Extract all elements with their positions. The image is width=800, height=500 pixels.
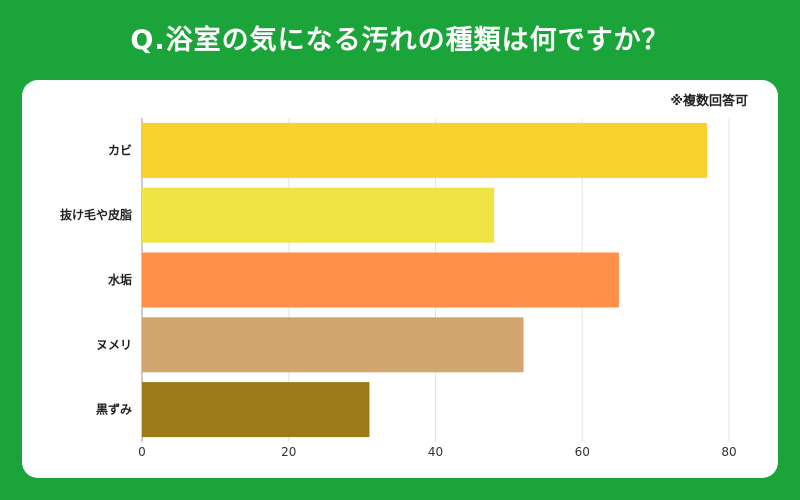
category-label: カビ <box>108 142 132 157</box>
bar <box>142 317 524 373</box>
page-title: Q.浴室の気になる汚れの種類は何ですか？ <box>130 25 670 56</box>
category-label: 黒ずみ <box>96 402 132 417</box>
bar <box>142 122 707 178</box>
x-tick-label: 40 <box>428 445 443 459</box>
category-label: 水垢 <box>108 272 132 287</box>
category-label: ヌメリ <box>96 338 132 352</box>
x-tick-label: 80 <box>721 445 736 459</box>
category-label: 抜け毛や皮脂 <box>60 207 132 222</box>
chart-panel: ※複数回答可 0 20 40 60 80 カビ抜け毛や皮脂水垢ヌメリ黒ずみ <box>22 80 778 478</box>
x-tick-label: 20 <box>281 445 296 459</box>
x-tick-label: 60 <box>575 445 590 459</box>
multiple-answer-note: ※複数回答可 <box>670 94 748 109</box>
x-tick-label: 0 <box>138 445 146 459</box>
bar <box>142 252 619 308</box>
bar <box>142 187 495 243</box>
bar <box>142 382 370 438</box>
